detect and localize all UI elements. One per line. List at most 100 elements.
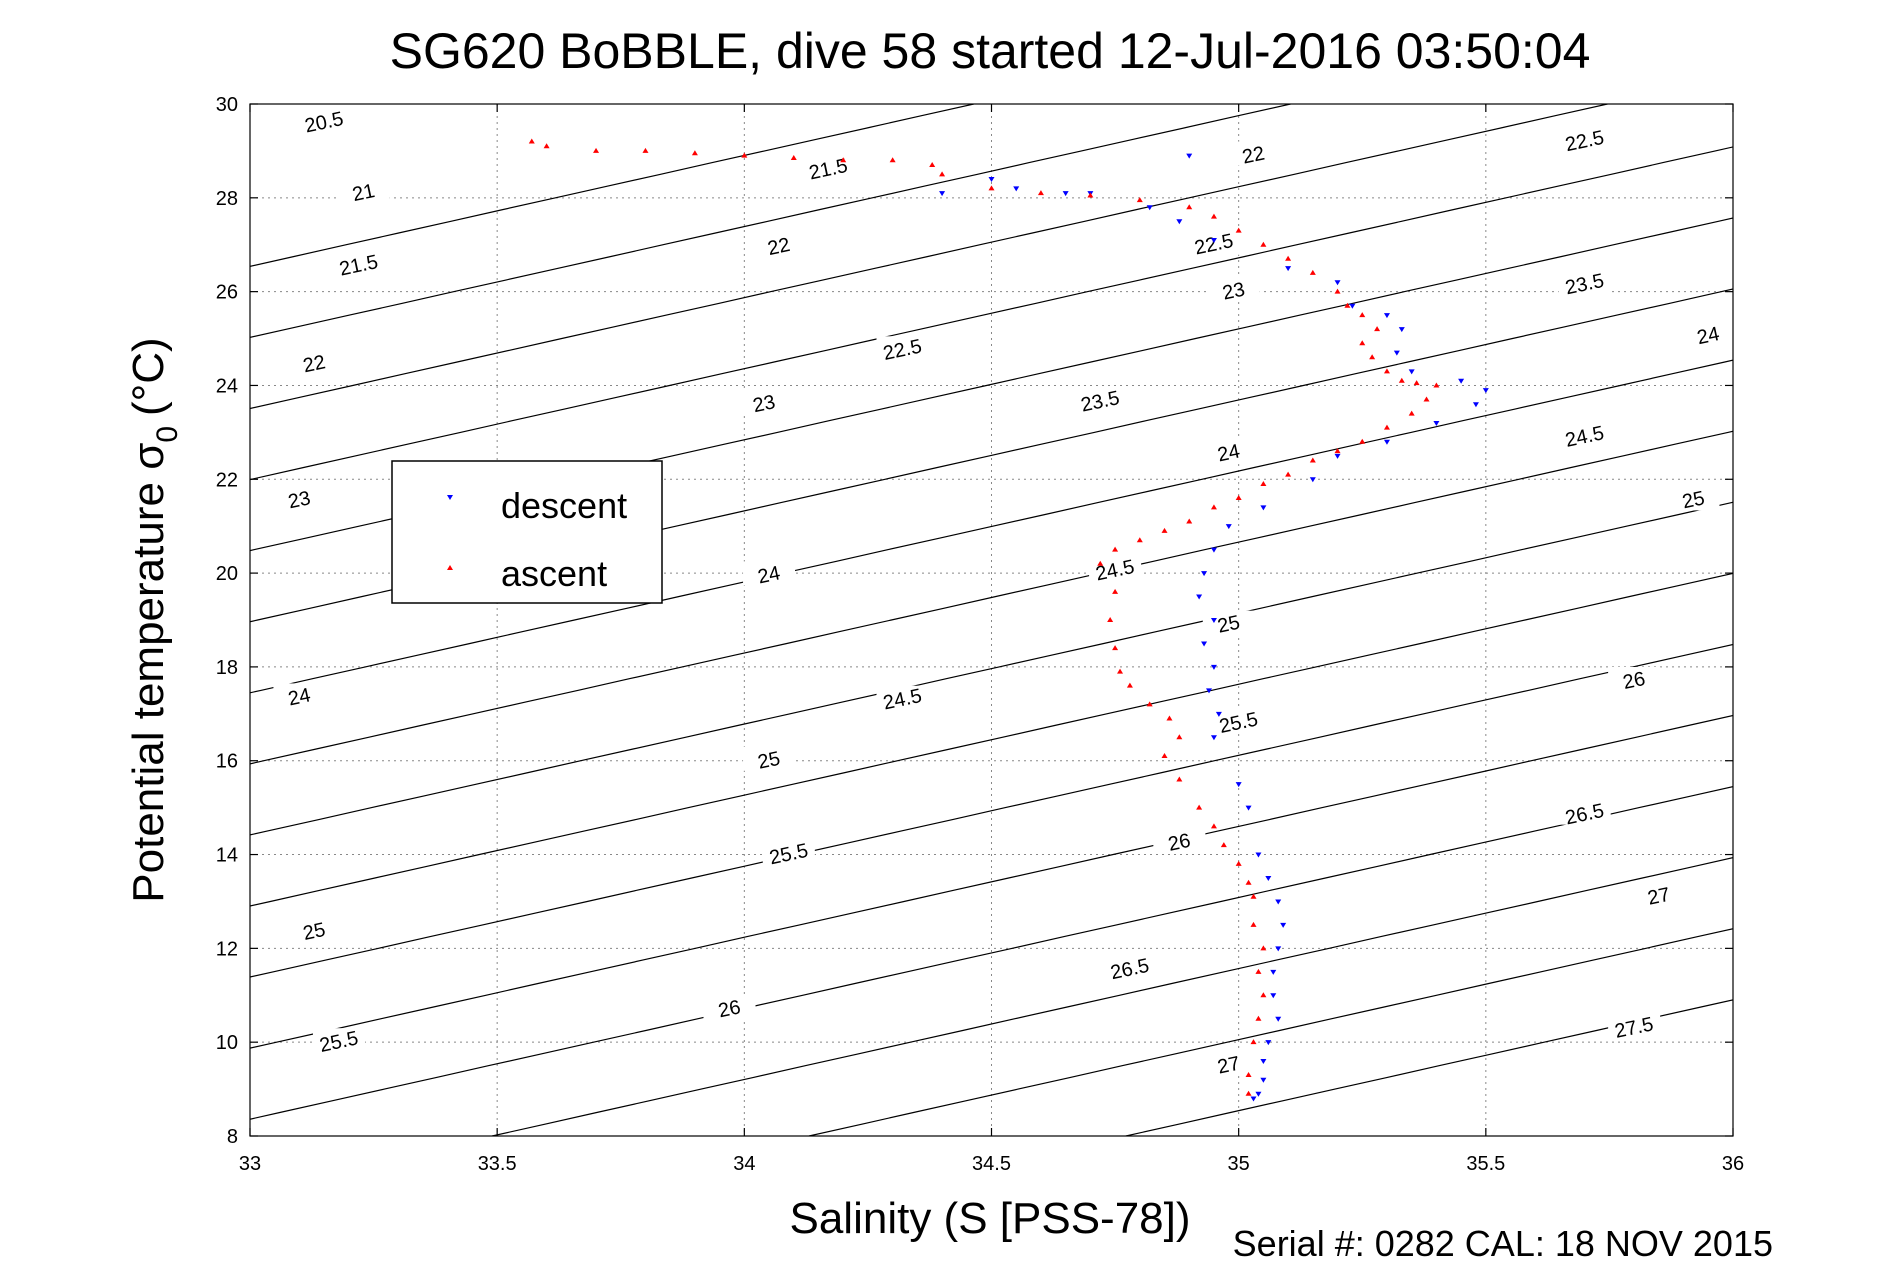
data-point-ascent xyxy=(1309,269,1316,275)
contour-label-bg xyxy=(1667,486,1720,511)
data-point-ascent xyxy=(1413,380,1420,386)
x-tick-label: 34.5 xyxy=(972,1153,1011,1175)
contour-label: 23 xyxy=(751,391,777,417)
data-point-ascent xyxy=(543,143,550,149)
y-axis-label-subscript: 0 xyxy=(151,426,184,443)
data-point-ascent xyxy=(1359,438,1366,444)
density-contour-line xyxy=(808,928,1733,1136)
data-point-ascent xyxy=(1210,504,1217,510)
data-point-descent xyxy=(1433,420,1440,426)
series-descent xyxy=(939,153,1489,1102)
y-tick-label: 14 xyxy=(216,845,238,867)
data-point-descent xyxy=(1349,303,1356,309)
data-point-ascent xyxy=(1408,410,1415,416)
density-contour-line xyxy=(250,643,1733,978)
y-tick-label: 10 xyxy=(216,1032,238,1054)
data-point-ascent xyxy=(1176,776,1183,782)
data-point-descent xyxy=(1260,505,1267,511)
data-point-ascent xyxy=(1136,537,1143,543)
data-point-descent xyxy=(1393,350,1400,356)
data-point-ascent xyxy=(1245,1090,1252,1096)
contour-label-bg xyxy=(1202,439,1255,464)
data-point-ascent xyxy=(1235,860,1242,866)
data-point-ascent xyxy=(642,147,649,153)
legend: descent ascent xyxy=(391,460,663,604)
data-point-ascent xyxy=(1186,204,1193,210)
y-tick-label: 12 xyxy=(216,938,238,960)
contour-label-bg xyxy=(312,1028,365,1053)
data-point-descent xyxy=(1206,688,1213,694)
series-ascent xyxy=(528,138,1440,1096)
data-point-descent xyxy=(1408,369,1415,375)
data-point-ascent xyxy=(1196,804,1203,810)
y-tick-label: 22 xyxy=(216,469,238,491)
data-point-ascent xyxy=(1126,682,1133,688)
data-point-descent xyxy=(1260,1077,1267,1083)
data-point-descent xyxy=(1334,453,1341,459)
x-tick-label: 33 xyxy=(239,1153,261,1175)
data-point-descent xyxy=(1215,711,1222,717)
data-point-ascent xyxy=(1161,527,1168,533)
contour-label: 21 xyxy=(351,180,377,206)
data-point-descent xyxy=(1186,153,1193,159)
data-point-ascent xyxy=(1176,734,1183,740)
density-contour-line xyxy=(250,104,1291,338)
data-point-descent xyxy=(988,177,995,183)
data-point-ascent xyxy=(1235,227,1242,233)
contour-label-bg xyxy=(337,179,390,204)
contour-label-bg xyxy=(1202,1051,1255,1076)
contour-labels: 20.52121.521.522222222.522.522.523232323… xyxy=(273,108,1735,1079)
data-point-ascent xyxy=(939,171,946,177)
x-tick-label: 33.5 xyxy=(478,1153,517,1175)
data-point-ascent xyxy=(1146,701,1153,707)
data-point-ascent xyxy=(1250,1039,1257,1045)
data-point-ascent xyxy=(1087,192,1094,198)
data-point-ascent xyxy=(1097,560,1104,566)
data-point-ascent xyxy=(1359,312,1366,318)
data-point-ascent xyxy=(790,154,797,160)
contour-label-bg xyxy=(1558,423,1611,448)
contour-label-bg xyxy=(332,251,385,276)
data-point-ascent xyxy=(1255,1015,1262,1021)
data-point-descent xyxy=(1250,1096,1257,1102)
data-point-ascent xyxy=(1359,340,1366,346)
contour-label: 25 xyxy=(301,919,327,945)
contour-label-bg xyxy=(876,336,929,361)
contour-label: 24 xyxy=(286,684,312,710)
contour-label-bg xyxy=(1558,270,1611,295)
contour-label: 26 xyxy=(1166,830,1192,856)
contour-label-bg xyxy=(1227,141,1280,166)
data-point-ascent xyxy=(1433,382,1440,388)
data-point-ascent xyxy=(1250,893,1257,899)
data-point-descent xyxy=(1482,388,1489,394)
data-point-ascent xyxy=(929,161,936,167)
contour-label-bg xyxy=(288,917,341,942)
data-point-ascent xyxy=(1250,921,1257,927)
y-axis-label-main: Potential temperature σ xyxy=(124,443,173,903)
data-point-descent xyxy=(1458,378,1465,384)
x-tick-label: 34 xyxy=(733,1153,755,1175)
legend-entry-ascent: ascent xyxy=(501,553,607,594)
data-point-descent xyxy=(1334,280,1341,286)
data-point-ascent xyxy=(1220,842,1227,848)
contour-label: 24 xyxy=(756,562,782,588)
contour-label-bg xyxy=(1074,387,1127,412)
contour-label: 25 xyxy=(1216,612,1242,638)
contour-label: 24 xyxy=(1216,440,1242,466)
contour-label: 27 xyxy=(1646,884,1672,910)
data-point-descent xyxy=(1285,266,1292,272)
data-point-ascent xyxy=(1245,879,1252,885)
density-contour-line xyxy=(1125,999,1733,1136)
data-point-ascent xyxy=(1383,368,1390,374)
data-point-ascent xyxy=(741,152,748,158)
data-point-ascent xyxy=(691,150,698,156)
contour-label-bg xyxy=(738,390,791,415)
data-point-ascent xyxy=(1161,753,1168,759)
data-point-ascent xyxy=(1037,190,1044,196)
data-point-descent xyxy=(1146,205,1153,211)
contour-label-bg xyxy=(288,350,341,375)
contour-label-bg xyxy=(703,995,756,1020)
data-point-ascent xyxy=(1245,1072,1252,1078)
y-tick-label: 26 xyxy=(216,282,238,304)
data-point-descent xyxy=(1210,618,1217,623)
